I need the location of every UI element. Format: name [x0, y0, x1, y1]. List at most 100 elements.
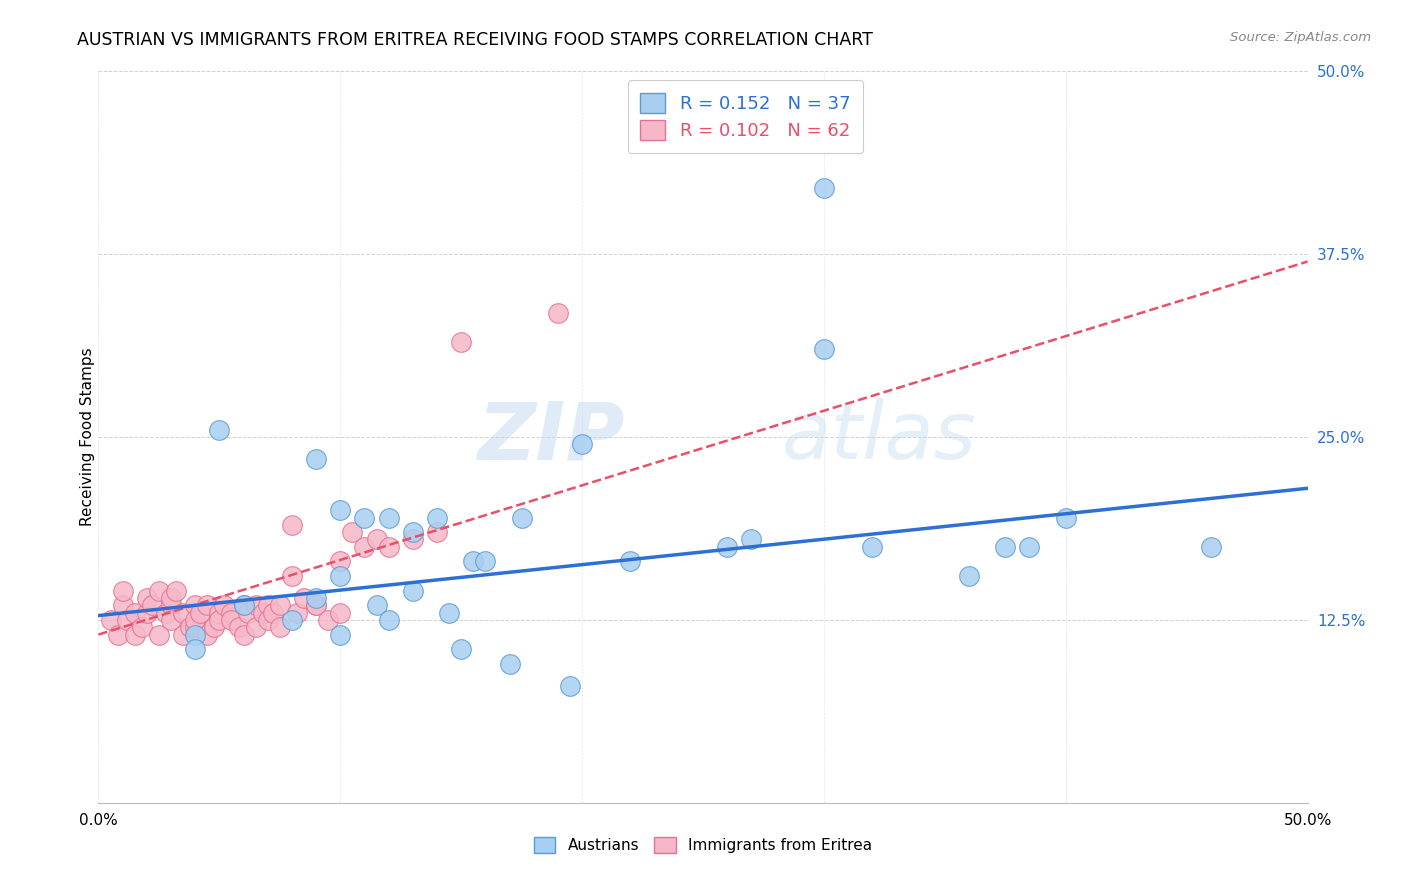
Point: [316, 613, 339, 627]
Point: [117, 613, 139, 627]
Point: [292, 591, 315, 605]
Point: [498, 657, 520, 671]
Point: [305, 452, 328, 467]
Text: AUSTRIAN VS IMMIGRANTS FROM ERITREA RECEIVING FOOD STAMPS CORRELATION CHART: AUSTRIAN VS IMMIGRANTS FROM ERITREA RECE…: [77, 31, 873, 49]
Point: [329, 569, 352, 583]
Y-axis label: Receiving Food Stamps: Receiving Food Stamps: [80, 348, 94, 526]
Point: [402, 525, 425, 540]
Point: [450, 642, 472, 657]
Point: [184, 599, 207, 613]
Point: [238, 606, 260, 620]
Point: [547, 306, 569, 320]
Point: [269, 620, 291, 634]
Point: [204, 620, 226, 634]
Point: [366, 599, 388, 613]
Point: [195, 627, 218, 641]
Point: [148, 627, 170, 641]
Point: [305, 599, 328, 613]
Point: [195, 599, 218, 613]
Point: [377, 540, 399, 554]
Point: [232, 599, 254, 613]
Point: [188, 606, 211, 620]
Point: [510, 510, 533, 524]
Point: [135, 591, 157, 605]
Point: [135, 606, 157, 620]
Point: [160, 613, 183, 627]
Point: [245, 620, 267, 634]
Point: [619, 554, 641, 568]
Point: [111, 583, 134, 598]
Point: [256, 599, 278, 613]
Point: [305, 591, 328, 605]
Point: [1199, 540, 1222, 554]
Point: [1054, 510, 1077, 524]
Point: [245, 599, 267, 613]
Point: [716, 540, 738, 554]
Point: [179, 620, 201, 634]
Point: [860, 540, 883, 554]
Point: [172, 627, 194, 641]
Text: ZIP: ZIP: [477, 398, 624, 476]
Point: [377, 613, 399, 627]
Point: [329, 627, 352, 641]
Point: [172, 606, 194, 620]
Point: [184, 613, 207, 627]
Point: [342, 525, 364, 540]
Point: [281, 569, 304, 583]
Point: [208, 423, 231, 437]
Point: [366, 533, 388, 547]
Point: [184, 642, 207, 657]
Point: [740, 123, 762, 137]
Point: [111, 599, 134, 613]
Point: [165, 583, 187, 598]
Point: [813, 343, 835, 357]
Point: [256, 613, 278, 627]
Point: [131, 620, 153, 634]
Point: [474, 554, 496, 568]
Point: [353, 510, 375, 524]
Text: Source: ZipAtlas.com: Source: ZipAtlas.com: [1230, 31, 1371, 45]
Point: [353, 540, 375, 554]
Point: [221, 613, 243, 627]
Point: [232, 627, 254, 641]
Point: [426, 525, 449, 540]
Point: [269, 599, 291, 613]
Legend: Austrians, Immigrants from Eritrea: Austrians, Immigrants from Eritrea: [526, 829, 880, 861]
Point: [228, 620, 250, 634]
Point: [160, 591, 183, 605]
Point: [1018, 540, 1040, 554]
Point: [437, 606, 460, 620]
Point: [262, 606, 284, 620]
Point: [141, 599, 163, 613]
Point: [281, 613, 304, 627]
Point: [281, 517, 304, 532]
Point: [377, 510, 399, 524]
Point: [463, 554, 485, 568]
Point: [402, 583, 425, 598]
Point: [450, 334, 472, 349]
Point: [184, 620, 207, 634]
Point: [232, 599, 254, 613]
Point: [107, 627, 129, 641]
Point: [124, 627, 146, 641]
Point: [813, 181, 835, 195]
Point: [155, 606, 177, 620]
Point: [329, 606, 352, 620]
Point: [124, 606, 146, 620]
Point: [160, 599, 183, 613]
Point: [426, 510, 449, 524]
Point: [148, 583, 170, 598]
Point: [558, 679, 581, 693]
Point: [329, 503, 352, 517]
Point: [285, 606, 308, 620]
Point: [994, 540, 1017, 554]
Point: [208, 606, 231, 620]
Point: [329, 554, 352, 568]
Text: atlas: atlas: [782, 398, 976, 476]
Point: [221, 606, 243, 620]
Point: [184, 627, 207, 641]
Point: [305, 599, 328, 613]
Point: [252, 606, 274, 620]
Point: [402, 533, 425, 547]
Point: [100, 613, 122, 627]
